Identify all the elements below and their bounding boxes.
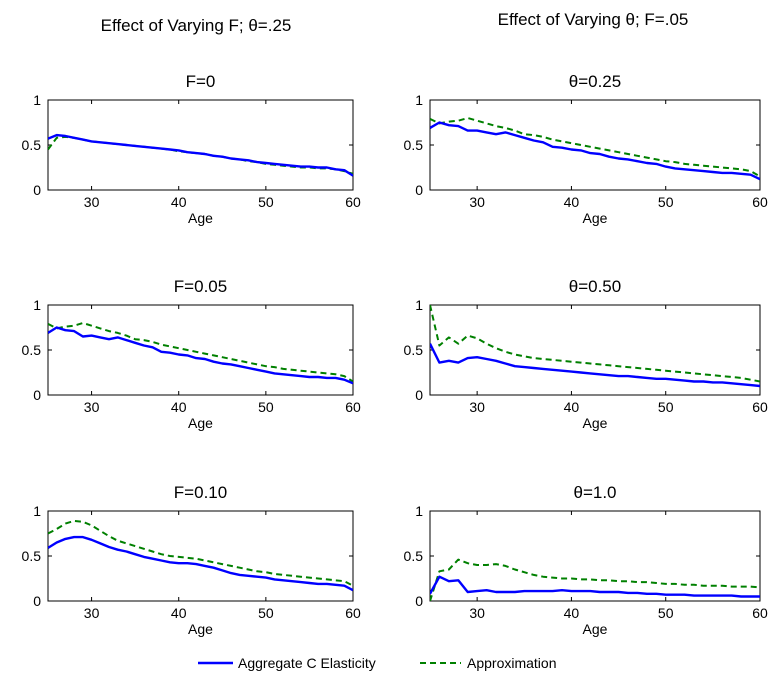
x-axis-label: Age [583, 621, 608, 637]
x-axis-label: Age [188, 210, 213, 226]
x-tick-label: 40 [171, 605, 187, 621]
x-tick-label: 60 [752, 194, 768, 210]
panel-title: θ=1.0 [573, 483, 616, 502]
x-tick-label: 30 [84, 605, 100, 621]
y-tick-label: 0 [33, 387, 41, 403]
x-tick-label: 60 [345, 605, 361, 621]
x-tick-label: 30 [469, 399, 485, 415]
legend: Aggregate C Elasticity Approximation [184, 650, 608, 676]
panel-title: θ=0.50 [569, 277, 621, 296]
x-tick-label: 40 [564, 194, 580, 210]
panel-1: F=0 0 0.5 1 30 40 50 60 Age [22, 72, 361, 226]
x-axis-label: Age [188, 415, 213, 431]
panel-5: F=0.10 0 0.5 1 30 40 50 60 Age [22, 483, 361, 637]
legend-box [184, 650, 608, 676]
panel-3: F=0.05 0 0.5 1 30 40 50 60 Age [22, 277, 361, 431]
y-tick-label: 1 [33, 503, 41, 519]
x-tick-label: 40 [171, 399, 187, 415]
panel-6: θ=1.0 0 0.5 1 30 40 50 60 Age [404, 483, 768, 637]
x-tick-label: 30 [84, 194, 100, 210]
y-tick-label: 0.5 [22, 137, 42, 153]
x-tick-label: 40 [564, 605, 580, 621]
column-title-left: Effect of Varying F; θ=.25 [101, 16, 292, 35]
legend-label-elasticity: Aggregate C Elasticity [238, 655, 376, 671]
panel-title: F=0.10 [174, 483, 227, 502]
series-line-approximation [48, 519, 353, 587]
x-tick-label: 50 [258, 194, 274, 210]
x-axis-label: Age [583, 415, 608, 431]
series-line-elasticity [48, 133, 353, 177]
series-line-elasticity [430, 121, 760, 181]
x-tick-label: 30 [84, 399, 100, 415]
y-tick-label: 0 [33, 593, 41, 609]
y-tick-label: 0.5 [22, 548, 42, 564]
y-tick-label: 0.5 [22, 342, 42, 358]
x-tick-label: 60 [345, 399, 361, 415]
axes-frame [47, 304, 354, 396]
axes-frame [429, 99, 761, 191]
x-tick-label: 50 [258, 605, 274, 621]
y-tick-label: 0 [33, 182, 41, 198]
panel-2: θ=0.25 0 0.5 1 30 40 50 60 Age [404, 72, 768, 226]
series-line-approximation [430, 558, 760, 601]
series-line-approximation [430, 305, 760, 383]
axes-frame [47, 510, 354, 602]
series-line-elasticity [48, 326, 353, 385]
x-axis-label: Age [583, 210, 608, 226]
series-line-elasticity [430, 575, 760, 598]
series-line-approximation [48, 322, 353, 383]
x-tick-label: 50 [658, 399, 674, 415]
x-tick-label: 30 [469, 605, 485, 621]
y-tick-label: 0.5 [404, 342, 424, 358]
x-tick-label: 60 [752, 399, 768, 415]
y-tick-label: 1 [415, 503, 423, 519]
series-line-elasticity [48, 535, 353, 592]
axes-frame [47, 99, 354, 191]
x-tick-label: 40 [171, 194, 187, 210]
x-tick-label: 50 [658, 194, 674, 210]
series-line-approximation [430, 117, 760, 178]
y-tick-label: 0.5 [404, 137, 424, 153]
panel-title: θ=0.25 [569, 72, 621, 91]
x-tick-label: 50 [658, 605, 674, 621]
panel-title: F=0 [186, 72, 216, 91]
chart-panels: F=0 0 0.5 1 30 40 50 60 Age θ=0.25 0 0.5 1 30 40 50 60 Ag… [22, 72, 768, 637]
y-tick-label: 0 [415, 593, 423, 609]
panel-title: F=0.05 [174, 277, 227, 296]
y-tick-label: 1 [415, 297, 423, 313]
x-tick-label: 60 [345, 194, 361, 210]
y-tick-label: 0.5 [404, 548, 424, 564]
panel-4: θ=0.50 0 0.5 1 30 40 50 60 Age [404, 277, 768, 431]
y-tick-label: 1 [33, 92, 41, 108]
y-tick-label: 1 [33, 297, 41, 313]
y-tick-label: 0 [415, 182, 423, 198]
y-tick-label: 0 [415, 387, 423, 403]
x-tick-label: 30 [469, 194, 485, 210]
x-tick-label: 40 [564, 399, 580, 415]
column-title-right: Effect of Varying θ; F=.05 [498, 10, 689, 29]
axes-frame [429, 510, 761, 602]
y-tick-label: 1 [415, 92, 423, 108]
x-tick-label: 50 [258, 399, 274, 415]
series-line-elasticity [430, 343, 760, 388]
x-tick-label: 60 [752, 605, 768, 621]
legend-label-approximation: Approximation [467, 655, 557, 671]
x-axis-label: Age [188, 621, 213, 637]
